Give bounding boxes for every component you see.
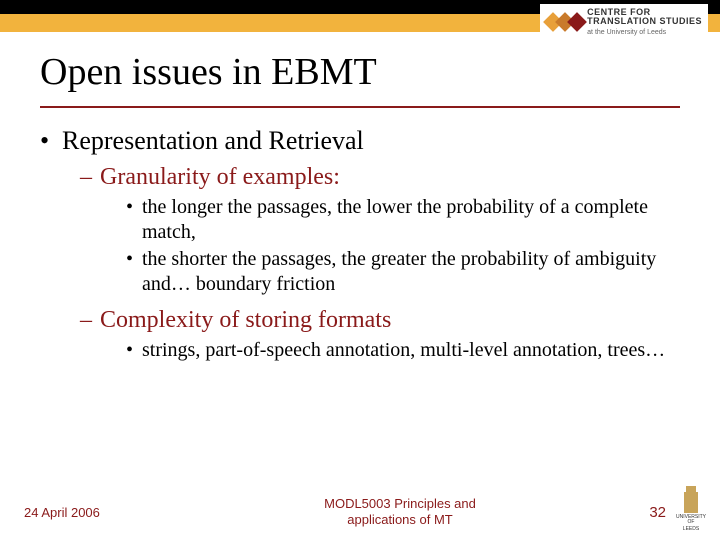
- dash-icon: –: [80, 307, 100, 334]
- bullet-level1: •Representation and Retrieval: [40, 126, 680, 156]
- footer-date: 24 April 2006: [24, 505, 204, 520]
- l1-text: Representation and Retrieval: [62, 126, 364, 155]
- dot-icon: •: [126, 195, 142, 245]
- bullet-level3: • strings, part-of-speech annotation, mu…: [126, 338, 680, 363]
- slide-title: Open issues in EBMT: [0, 32, 720, 100]
- cts-logo: CENTRE FOR TRANSLATION STUDIES at the Un…: [540, 4, 708, 40]
- bullet-level3: • the longer the passages, the lower the…: [126, 195, 680, 245]
- leeds-text-l1: UNIVERSITY OF: [676, 515, 706, 525]
- content-area: •Representation and Retrieval –Granulari…: [0, 108, 720, 540]
- footer-center-l2: applications of MT: [347, 512, 453, 527]
- logo-squares-icon: [546, 15, 581, 29]
- footer: 24 April 2006 MODL5003 Principles and ap…: [0, 490, 720, 540]
- l3-text: the longer the passages, the lower the p…: [142, 195, 680, 245]
- leeds-logo-icon: UNIVERSITY OF LEEDS: [676, 492, 706, 532]
- logo-square-icon: [567, 12, 587, 32]
- footer-center-l1: MODL5003 Principles and: [324, 496, 476, 511]
- logo-line2: TRANSLATION STUDIES: [587, 17, 702, 26]
- bullet-level2: –Granularity of examples:: [80, 164, 680, 191]
- leeds-text-l2: LEEDS: [683, 527, 699, 532]
- l3-text: strings, part-of-speech annotation, mult…: [142, 338, 680, 363]
- logo-subtitle: at the University of Leeds: [587, 29, 702, 36]
- slide: CENTRE FOR TRANSLATION STUDIES at the Un…: [0, 0, 720, 540]
- dot-icon: •: [126, 338, 142, 363]
- bullet-icon: •: [40, 126, 62, 156]
- l2-text: Granularity of examples:: [100, 164, 340, 190]
- dash-icon: –: [80, 164, 100, 191]
- leeds-tower-icon: [684, 492, 698, 513]
- logo-text: CENTRE FOR TRANSLATION STUDIES at the Un…: [587, 8, 702, 36]
- bullet-level2: –Complexity of storing formats: [80, 307, 680, 334]
- footer-page-number: 32: [596, 504, 676, 521]
- bullet-level3: • the shorter the passages, the greater …: [126, 247, 680, 297]
- footer-center: MODL5003 Principles and applications of …: [204, 496, 596, 527]
- dot-icon: •: [126, 247, 142, 297]
- l3-text: the shorter the passages, the greater th…: [142, 247, 680, 297]
- l2-text: Complexity of storing formats: [100, 307, 391, 333]
